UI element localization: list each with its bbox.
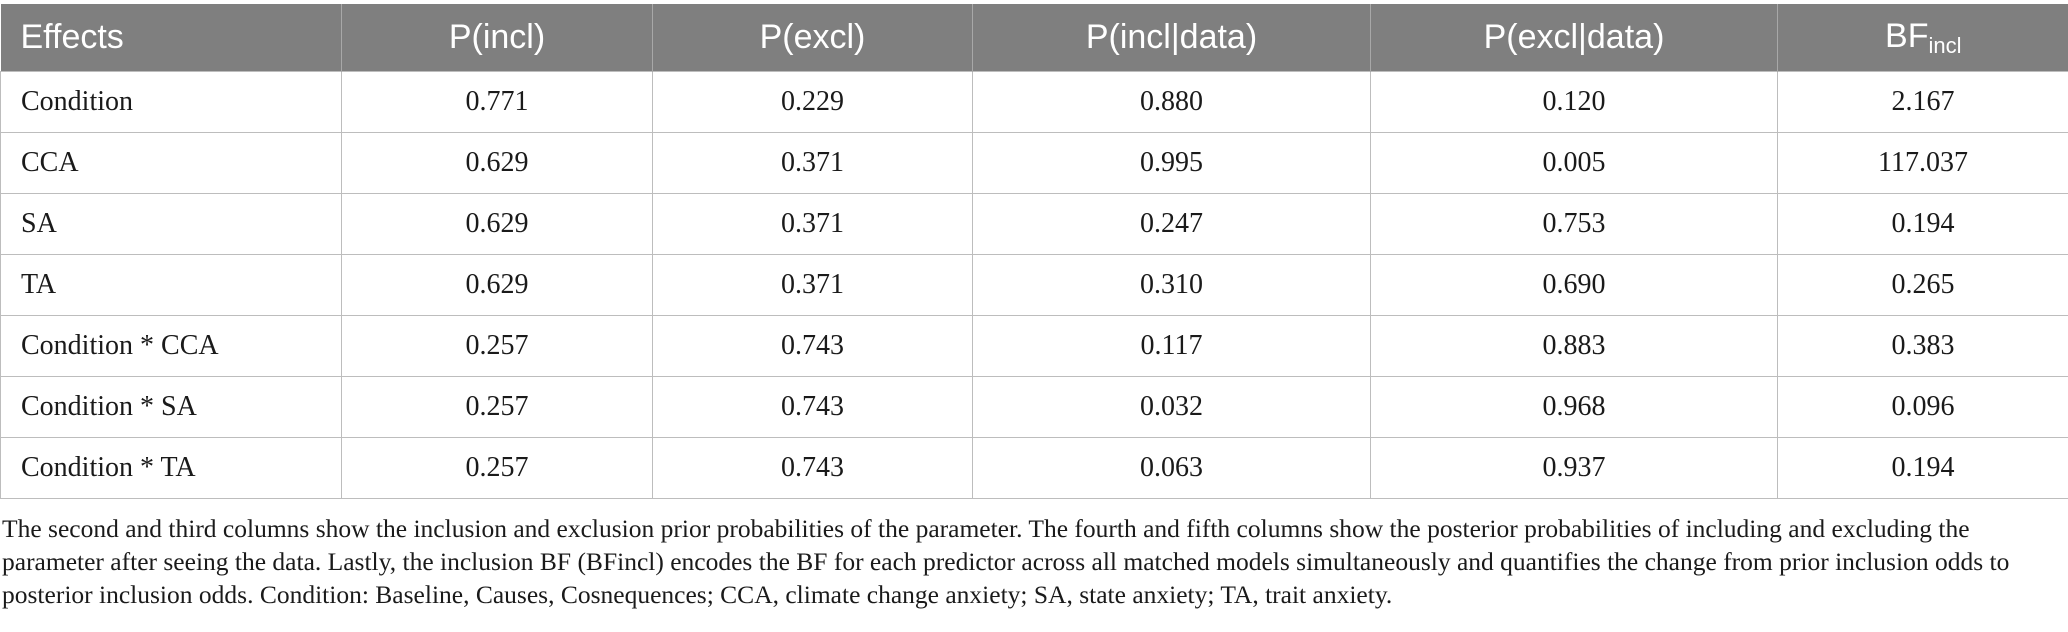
cell-p-incl: 0.771 [341, 71, 653, 133]
cell-bf-incl: 0.194 [1777, 437, 2068, 499]
header-effects: Effects [0, 4, 342, 72]
cell-p-incl: 0.629 [341, 193, 653, 255]
table-body: Condition 0.771 0.229 0.880 0.120 2.167 … [0, 71, 2068, 499]
cell-p-excl: 0.743 [652, 437, 973, 499]
table-row: Condition * TA 0.257 0.743 0.063 0.937 0… [0, 437, 2068, 499]
cell-p-excl-data: 0.690 [1370, 254, 1778, 316]
header-bf-incl: BFincl [1777, 4, 2068, 72]
header-bf-main: BF [1885, 16, 1929, 55]
cell-bf-incl: 2.167 [1777, 71, 2068, 133]
table-row: TA 0.629 0.371 0.310 0.690 0.265 [0, 254, 2068, 316]
cell-p-excl-data: 0.005 [1370, 132, 1778, 194]
header-p-incl-data: P(incl|data) [972, 4, 1371, 72]
cell-p-incl: 0.629 [341, 132, 653, 194]
header-p-incl: P(incl) [341, 4, 653, 72]
results-table-container: Effects P(incl) P(excl) P(incl|data) P(e… [0, 4, 2068, 499]
cell-p-incl: 0.629 [341, 254, 653, 316]
cell-p-excl-data: 0.753 [1370, 193, 1778, 255]
cell-effect: Condition * TA [0, 437, 342, 499]
cell-effect: TA [0, 254, 342, 316]
cell-p-excl-data: 0.883 [1370, 315, 1778, 377]
bayesian-inclusion-table: Effects P(incl) P(excl) P(incl|data) P(e… [0, 4, 2068, 499]
cell-p-excl-data: 0.120 [1370, 71, 1778, 133]
cell-p-incl-data: 0.995 [972, 132, 1371, 194]
table-row: Condition 0.771 0.229 0.880 0.120 2.167 [0, 71, 2068, 133]
cell-p-excl: 0.371 [652, 132, 973, 194]
table-footnote: The second and third columns show the in… [2, 514, 2010, 609]
cell-effect: Condition [0, 71, 342, 133]
cell-p-incl: 0.257 [341, 315, 653, 377]
cell-p-incl-data: 0.032 [972, 376, 1371, 438]
cell-p-incl-data: 0.247 [972, 193, 1371, 255]
cell-p-incl-data: 0.063 [972, 437, 1371, 499]
cell-bf-incl: 0.383 [1777, 315, 2068, 377]
cell-p-excl-data: 0.937 [1370, 437, 1778, 499]
cell-p-incl-data: 0.117 [972, 315, 1371, 377]
cell-bf-incl: 0.265 [1777, 254, 2068, 316]
cell-p-excl: 0.229 [652, 71, 973, 133]
cell-p-excl: 0.371 [652, 193, 973, 255]
cell-p-incl: 0.257 [341, 376, 653, 438]
table-row: SA 0.629 0.371 0.247 0.753 0.194 [0, 193, 2068, 255]
header-bf-sub: incl [1928, 32, 1962, 58]
header-row: Effects P(incl) P(excl) P(incl|data) P(e… [0, 4, 2068, 72]
table-row: CCA 0.629 0.371 0.995 0.005 117.037 [0, 132, 2068, 194]
table-row: Condition * SA 0.257 0.743 0.032 0.968 0… [0, 376, 2068, 438]
cell-p-incl-data: 0.310 [972, 254, 1371, 316]
cell-bf-incl: 0.096 [1777, 376, 2068, 438]
cell-p-incl: 0.257 [341, 437, 653, 499]
header-p-excl: P(excl) [652, 4, 973, 72]
cell-effect: Condition * CCA [0, 315, 342, 377]
cell-p-excl: 0.743 [652, 376, 973, 438]
cell-effect: SA [0, 193, 342, 255]
header-p-excl-data: P(excl|data) [1370, 4, 1778, 72]
cell-p-incl-data: 0.880 [972, 71, 1371, 133]
cell-p-excl-data: 0.968 [1370, 376, 1778, 438]
cell-effect: CCA [0, 132, 342, 194]
cell-p-excl: 0.743 [652, 315, 973, 377]
cell-bf-incl: 117.037 [1777, 132, 2068, 194]
cell-p-excl: 0.371 [652, 254, 973, 316]
cell-bf-incl: 0.194 [1777, 193, 2068, 255]
cell-effect: Condition * SA [0, 376, 342, 438]
table-row: Condition * CCA 0.257 0.743 0.117 0.883 … [0, 315, 2068, 377]
